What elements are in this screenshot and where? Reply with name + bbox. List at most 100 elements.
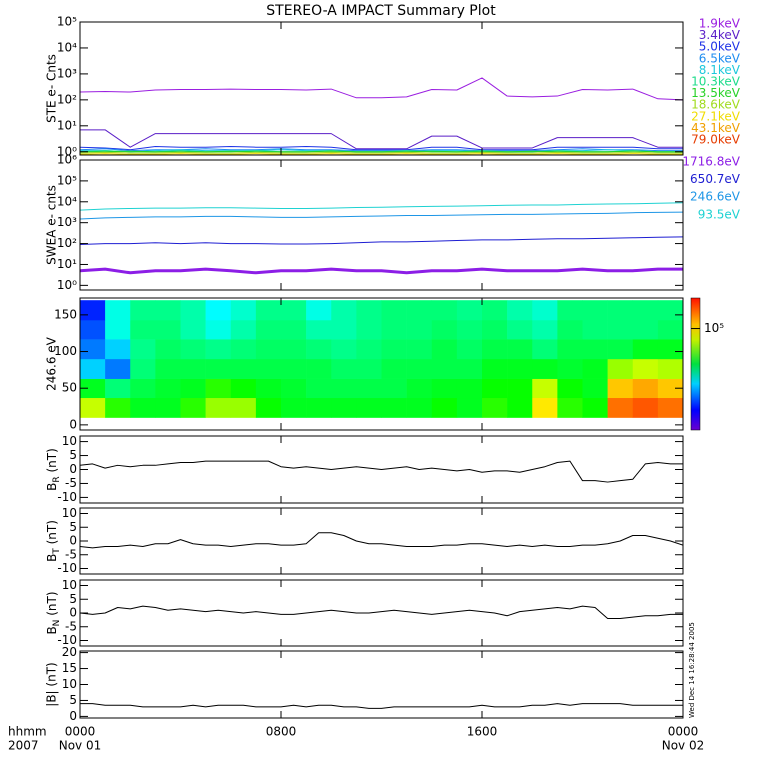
y-tick-label: 20 xyxy=(62,645,77,659)
heat-cell xyxy=(230,320,257,340)
y-tick-label: 10¹ xyxy=(57,118,77,132)
heat-cell xyxy=(456,378,483,399)
heat-cell xyxy=(105,397,131,418)
data-line xyxy=(80,703,683,709)
x-tick-label: 0800 xyxy=(266,725,297,739)
heat-cell xyxy=(356,320,382,340)
legend-entry: 5.0keV xyxy=(699,40,741,54)
y-tick-label: 5 xyxy=(69,448,77,462)
heat-cell xyxy=(557,397,583,418)
heat-cell xyxy=(431,300,458,321)
heat-cell xyxy=(306,358,332,379)
heat-cell xyxy=(331,300,357,321)
heat-cell xyxy=(532,358,558,379)
x-tick-label: 0000 xyxy=(668,725,699,739)
data-line xyxy=(80,211,683,220)
heat-cell xyxy=(230,397,257,418)
heat-cell xyxy=(607,397,634,418)
heat-cell xyxy=(155,339,181,360)
y-tick-label: 5 xyxy=(69,592,77,606)
heat-cell xyxy=(180,339,206,360)
heat-cell xyxy=(180,320,206,340)
heat-cell xyxy=(230,339,257,360)
heat-cell xyxy=(130,300,156,321)
data-line xyxy=(80,151,683,154)
heat-cell xyxy=(482,300,508,321)
y-tick-label: -5 xyxy=(65,547,77,561)
heat-cell xyxy=(632,339,659,360)
timestamp: Wed Dec 14 16:28:44 2005 xyxy=(688,622,696,718)
heat-cell xyxy=(331,339,357,360)
heat-cell xyxy=(180,378,206,399)
heat-cell xyxy=(205,339,232,360)
panel xyxy=(80,460,683,483)
legend-entry: 79.0keV xyxy=(691,133,741,147)
y-tick-label: 0 xyxy=(69,606,77,620)
heat-cell xyxy=(105,339,131,360)
chart-title: STEREO-A IMPACT Summary Plot xyxy=(266,3,496,19)
heat-cell xyxy=(356,378,382,399)
panel xyxy=(80,300,683,418)
y-axis-label: STE e- Cnts xyxy=(45,54,59,123)
legend-entry: 10.3keV xyxy=(691,75,741,89)
heat-cell xyxy=(607,320,634,340)
heat-cell xyxy=(431,339,458,360)
heat-cell xyxy=(582,397,608,418)
heat-cell xyxy=(130,339,156,360)
colorbar-tick-label: 10⁵ xyxy=(704,321,724,335)
heat-cell xyxy=(281,378,307,399)
heat-cell xyxy=(632,320,659,340)
heat-cell xyxy=(532,339,558,360)
legend-entry: 13.5keV xyxy=(691,86,741,100)
legend-entry: 6.5keV xyxy=(699,51,741,65)
legend-entry: 246.6eV xyxy=(690,190,741,204)
heat-cell xyxy=(331,378,357,399)
heat-cell xyxy=(255,339,282,360)
heat-cell xyxy=(657,378,683,399)
heat-cell xyxy=(456,397,483,418)
y-tick-label: -10 xyxy=(57,633,77,647)
heat-cell xyxy=(557,358,583,379)
heat-cell xyxy=(532,300,558,321)
heat-cell xyxy=(431,320,458,340)
colorbar xyxy=(690,297,701,431)
y-tick-label: 10¹ xyxy=(57,257,77,271)
heat-cell xyxy=(456,300,483,321)
panel xyxy=(80,532,683,549)
heat-cell xyxy=(381,378,407,399)
heat-cell xyxy=(607,378,634,399)
heat-cell xyxy=(306,378,332,399)
legend-entry: 8.1keV xyxy=(699,63,741,77)
heat-cell xyxy=(205,358,232,379)
heat-cell xyxy=(281,397,307,418)
legend-entry: 18.6keV xyxy=(691,98,741,112)
heat-cell xyxy=(180,397,206,418)
data-line xyxy=(80,460,683,483)
y-axis-label: BR (nT) xyxy=(45,448,62,491)
y-axis-label: BT (nT) xyxy=(45,520,62,562)
panel xyxy=(80,605,683,619)
heat-cell xyxy=(80,378,106,399)
heat-cell xyxy=(406,320,433,340)
heat-cell xyxy=(381,397,407,418)
heat-cell xyxy=(80,300,106,321)
legend-entry: 3.4keV xyxy=(699,28,741,42)
heat-cell xyxy=(155,397,181,418)
heat-cell xyxy=(507,358,533,379)
heat-cell xyxy=(657,300,683,321)
heat-cell xyxy=(80,339,106,360)
y-tick-label: 10² xyxy=(57,236,77,250)
heat-cell xyxy=(80,320,106,340)
panel xyxy=(80,77,683,155)
heat-cell xyxy=(205,378,232,399)
heat-cell xyxy=(557,320,583,340)
heat-cell xyxy=(130,320,156,340)
heat-cell xyxy=(657,397,683,418)
y-tick-label: 10² xyxy=(57,92,77,106)
heat-cell xyxy=(155,320,181,340)
data-line xyxy=(80,236,683,246)
heat-cell xyxy=(306,397,332,418)
data-line xyxy=(80,153,683,155)
data-line xyxy=(80,77,683,101)
